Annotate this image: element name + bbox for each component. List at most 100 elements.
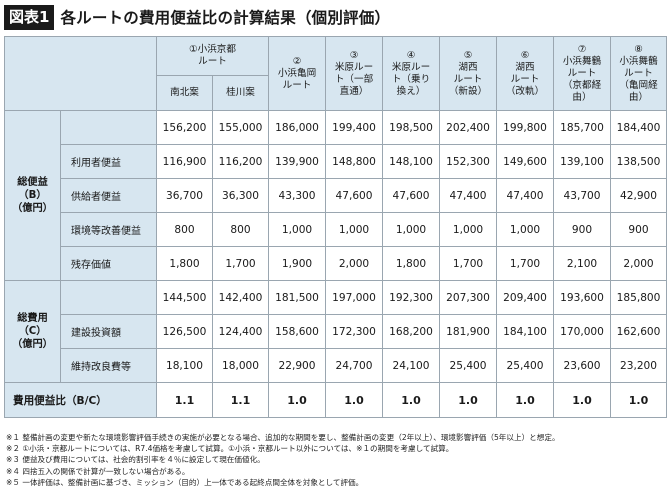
value-cell: 47,400 bbox=[496, 178, 555, 213]
value-cell: 1,000 bbox=[382, 212, 441, 247]
value-cell: 18,100 bbox=[156, 348, 213, 383]
value-cell: 25,400 bbox=[439, 348, 498, 383]
value-cell: 23,200 bbox=[610, 348, 668, 383]
value-cell: 1,000 bbox=[268, 212, 327, 247]
cost-total-label bbox=[60, 280, 157, 315]
value-cell: 184,400 bbox=[610, 110, 668, 145]
benefit-total-label bbox=[60, 110, 157, 145]
value-cell: 199,400 bbox=[325, 110, 384, 145]
row-label: 供給者便益 bbox=[60, 178, 157, 213]
value-cell: 1,700 bbox=[211, 246, 270, 281]
row-label: 残存価値 bbox=[60, 246, 157, 281]
value-cell: 1,700 bbox=[496, 246, 555, 281]
header-subrow: 南北案 桂川案 bbox=[5, 75, 667, 111]
value-cell: 1.0 bbox=[553, 382, 612, 418]
value-cell: 24,100 bbox=[382, 348, 441, 383]
value-cell: 139,100 bbox=[553, 144, 612, 179]
value-cell: 193,600 bbox=[553, 280, 612, 315]
benefit-row: 利用者便益 116,900 116,200 139,900 148,800 148,100… bbox=[5, 144, 668, 179]
value-cell: 1.0 bbox=[439, 382, 498, 418]
header-route-1-variant: 桂川案 bbox=[211, 75, 270, 111]
value-cell: 47,600 bbox=[325, 178, 384, 213]
value-cell: 124,400 bbox=[211, 314, 270, 349]
value-cell: 181,500 bbox=[268, 280, 327, 315]
value-cell: 23,600 bbox=[553, 348, 612, 383]
value-cell: 168,200 bbox=[382, 314, 441, 349]
value-cell: 1.0 bbox=[325, 382, 384, 418]
value-cell: 148,100 bbox=[382, 144, 441, 179]
row-label: 維持改良費等 bbox=[60, 348, 157, 383]
value-cell: 181,900 bbox=[439, 314, 498, 349]
value-cell: 43,700 bbox=[553, 178, 612, 213]
value-cell: 202,400 bbox=[439, 110, 498, 145]
value-cell: 1,000 bbox=[439, 212, 498, 247]
header-route-4: ④ 米原ルー ト（乗り 換え） bbox=[382, 36, 441, 111]
value-cell: 43,300 bbox=[268, 178, 327, 213]
row-label: 建設投資額 bbox=[60, 314, 157, 349]
value-cell: 1,000 bbox=[325, 212, 384, 247]
benefit-row: 残存価値 1,800 1,700 1,900 2,000 1,800 1,700 1,700 2… bbox=[5, 246, 668, 281]
value-cell: 186,000 bbox=[268, 110, 327, 145]
benefit-row: 環境等改善便益 800 800 1,000 1,000 1,000 1,000 1,000 90… bbox=[5, 212, 668, 247]
value-cell: 24,700 bbox=[325, 348, 384, 383]
value-cell: 148,800 bbox=[325, 144, 384, 179]
header-route-2: ② 小浜亀岡 ルート bbox=[268, 36, 327, 111]
bc-label: 費用便益比（B/C） bbox=[4, 382, 157, 418]
footnote: ※２ ①小浜・京都ルートについては、R7.4価格を考慮して試算。①小浜・京都ルー… bbox=[6, 444, 454, 454]
value-cell: 197,000 bbox=[325, 280, 384, 315]
value-cell: 2,000 bbox=[325, 246, 384, 281]
value-cell: 207,300 bbox=[439, 280, 498, 315]
footnote: ※４ 四捨五入の関係で計算が一致しない場合がある。 bbox=[6, 466, 190, 476]
value-cell: 18,000 bbox=[211, 348, 270, 383]
benefit-total-row: 総便益 （B） （億円） 156,200 155,000 186,000 199,400 19… bbox=[4, 110, 668, 281]
header-route-7: ⑦ 小浜舞鶴 ルート （京都経 由） bbox=[553, 36, 612, 111]
value-cell: 184,100 bbox=[496, 314, 555, 349]
value-cell: 25,400 bbox=[496, 348, 555, 383]
benefit-row: 供給者便益 36,700 36,300 43,300 47,600 47,600 47,40… bbox=[5, 178, 668, 213]
value-cell: 1,900 bbox=[268, 246, 327, 281]
value-cell: 42,900 bbox=[610, 178, 668, 213]
value-cell: 1,700 bbox=[439, 246, 498, 281]
value-cell: 800 bbox=[211, 212, 270, 247]
value-cell: 138,500 bbox=[610, 144, 668, 179]
header-route-6: ⑥ 湖西 ルート （改軌） bbox=[496, 36, 555, 111]
header-route-1: ①小浜京都 ルート bbox=[155, 36, 270, 76]
bc-ratio-table: ①小浜京都 ルート ② 小浜亀岡 ルート ③ 米原ルー ト（一部 直通） ④ 米原ルー ト（乗り 換え）… bbox=[4, 36, 668, 418]
footnote: ※５ 一体評価は、整備計画に基づき、ミッション（目的）上一体である起終点間全体を… bbox=[6, 477, 364, 487]
footnote: ※３ 便益及び費用については、社会的割引率を４％に設定して現在価値化。 bbox=[6, 455, 265, 465]
title-bar: 図表1 各ルートの費用便益比の計算結果（個別評価） bbox=[4, 4, 390, 30]
value-cell: 142,400 bbox=[211, 280, 270, 315]
value-cell: 800 bbox=[156, 212, 213, 247]
header-route-1-variant: 南北案 bbox=[156, 75, 213, 111]
value-cell: 36,300 bbox=[211, 178, 270, 213]
value-cell: 170,000 bbox=[553, 314, 612, 349]
cost-row: 建設投資額 126,500 124,400 158,600 172,300 168,200… bbox=[5, 314, 668, 349]
value-cell: 116,900 bbox=[156, 144, 213, 179]
value-cell: 155,000 bbox=[211, 110, 270, 145]
value-cell: 149,600 bbox=[496, 144, 555, 179]
footnotes: ※１ 整備計画の変更や新たな環境影響評価手続きの実施が必要となる場合、追加的な期… bbox=[6, 432, 668, 488]
benefit-label: 総便益 （B） （億円） bbox=[4, 110, 61, 281]
value-cell: 198,500 bbox=[382, 110, 441, 145]
value-cell: 1.1 bbox=[211, 382, 270, 418]
value-cell: 36,700 bbox=[156, 178, 213, 213]
value-cell: 1.0 bbox=[268, 382, 327, 418]
header-route-3: ③ 米原ルー ト（一部 直通） bbox=[325, 36, 384, 111]
value-cell: 1,000 bbox=[496, 212, 555, 247]
header-corner bbox=[4, 36, 157, 111]
page-title: 各ルートの費用便益比の計算結果（個別評価） bbox=[60, 9, 391, 27]
value-cell: 192,300 bbox=[382, 280, 441, 315]
value-cell: 2,100 bbox=[553, 246, 612, 281]
value-cell: 156,200 bbox=[156, 110, 213, 145]
value-cell: 1.0 bbox=[496, 382, 555, 418]
cost-label: 総費用 （C） （億円） bbox=[4, 280, 61, 383]
value-cell: 209,400 bbox=[496, 280, 555, 315]
value-cell: 22,900 bbox=[268, 348, 327, 383]
row-label: 環境等改善便益 bbox=[60, 212, 157, 247]
value-cell: 1,800 bbox=[382, 246, 441, 281]
value-cell: 1,800 bbox=[156, 246, 213, 281]
value-cell: 139,900 bbox=[268, 144, 327, 179]
figure-badge: 図表1 bbox=[4, 4, 55, 30]
header-route-5: ⑤ 湖西 ルート （新設） bbox=[439, 36, 498, 111]
value-cell: 2,000 bbox=[610, 246, 668, 281]
